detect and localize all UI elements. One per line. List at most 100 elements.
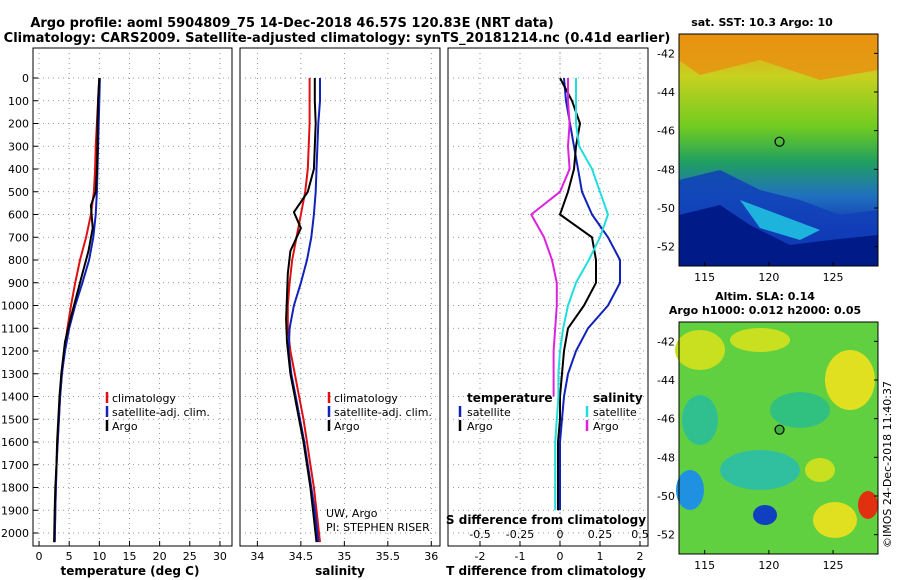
y-tick-label: 800	[8, 254, 29, 267]
difference-panel: -2 -1 0 1 2 -0.5 -0.25 0 0.25 0.5 T difference f…	[446, 47, 649, 578]
legend-label-satellite-adj: satellite-adj. clim.	[334, 406, 432, 419]
series-line-argo	[53, 77, 101, 543]
salinity-panel: 34 34.5 35 35.5 36 salinity climatology sate…	[239, 47, 441, 578]
x-tick-label: 34	[250, 550, 264, 563]
y-tick-label: 200	[8, 118, 29, 131]
sla-lon-axis: 115 120 125	[694, 550, 844, 572]
y-tick-label: 1900	[1, 504, 29, 517]
legend-label-climatology: climatology	[334, 392, 398, 405]
s-difference-axis-label: S difference from climatology	[446, 513, 646, 527]
salinity-plot-frame	[239, 47, 441, 547]
sla-map-frame	[678, 321, 879, 555]
y-tick-label: 1300	[1, 368, 29, 381]
legend-title-salinity: salinity	[593, 391, 643, 405]
legend-label-sal-argo: Argo	[593, 420, 619, 433]
legend-label-sal-satellite: satellite	[593, 406, 637, 419]
sla-blue-eddy	[753, 505, 777, 525]
sst-lat-axis: -42 -44 -46 -48 -50 -52	[657, 47, 878, 254]
salinity-legend: climatology satellite-adj. clim. Argo	[327, 392, 432, 433]
temperature-panel: 0100200300400500600700800900100011001200…	[1, 47, 233, 578]
x2-tick-label: 0.25	[588, 528, 613, 541]
y-tick-label: 1700	[1, 459, 29, 472]
sla-lat-axis: -42 -44 -46 -48 -50 -52	[657, 335, 878, 542]
legend-label-argo: Argo	[334, 420, 360, 433]
lon-tick-label: 115	[694, 271, 715, 284]
lat-tick-label: -44	[657, 374, 675, 387]
y-tick-label: 1200	[1, 345, 29, 358]
salinity-grid	[240, 48, 440, 546]
credit-line-2: PI: STEPHEN RISER	[326, 521, 430, 534]
y-tick-label: 1400	[1, 391, 29, 404]
x-tick-label: -2	[475, 550, 486, 563]
x-tick-label: 0	[557, 550, 564, 563]
difference-legend: temperature satellite Argo salinity sate…	[458, 391, 643, 433]
sla-teal-eddy	[770, 392, 830, 428]
x-tick-label: 5	[66, 550, 73, 563]
x-tick-label: 30	[213, 550, 227, 563]
depth-axis: 0 100 200 300 400 500 600 700 800 900 1000 1100 1200…	[1, 72, 38, 540]
x-tick-label: 0	[36, 550, 43, 563]
temperature-series	[53, 77, 101, 543]
y-tick-label: 500	[8, 186, 29, 199]
t-difference-axis-label: T difference from climatology	[446, 564, 646, 578]
difference-series	[530, 77, 621, 511]
sst-map-panel: sat. SST: 10.3 Argo: 10 -42-44-46-48-50-…	[657, 16, 879, 284]
y-tick-label: 100	[8, 95, 29, 108]
y-tick-label: 900	[8, 277, 29, 290]
lat-tick-label: -42	[657, 335, 675, 348]
x-tick-label: 10	[92, 550, 106, 563]
x-tick-label: 20	[153, 550, 167, 563]
y-tick-label: 1500	[1, 413, 29, 426]
lat-tick-label: -50	[657, 490, 675, 503]
x2-tick-label: 0.5	[631, 528, 649, 541]
legend-label-climatology: climatology	[112, 392, 176, 405]
difference-plot-frame	[447, 47, 649, 547]
legend-label-argo: Argo	[112, 420, 138, 433]
sla-yellow-eddy	[730, 328, 790, 352]
y-tick-label: 1600	[1, 436, 29, 449]
x-tick-label: 36	[424, 550, 438, 563]
sla-yellow-eddy	[825, 350, 875, 410]
sst-map-features	[679, 34, 878, 266]
temperature-grid	[33, 48, 232, 546]
y-tick-label: 1100	[1, 322, 29, 335]
series-line-argo	[285, 78, 318, 543]
legend-title-temperature: temperature	[467, 391, 552, 405]
x2-tick-label: -0.25	[506, 528, 534, 541]
x-tick-label: 1	[597, 550, 604, 563]
sla-blue-eddy	[676, 470, 704, 510]
sst-map-title: sat. SST: 10.3 Argo: 10	[691, 16, 833, 29]
sla-teal-eddy	[682, 395, 718, 445]
sst-map-frame	[678, 33, 879, 267]
sla-map-subtitle: Argo h1000: 0.012 h2000: 0.05	[669, 304, 861, 317]
series-line-temperature-argo	[557, 77, 597, 511]
x-tick-label: 35	[337, 550, 351, 563]
y-tick-label: 0	[22, 72, 29, 85]
x-tick-label: 25	[183, 550, 197, 563]
salinity-axis-label: salinity	[315, 564, 365, 578]
y-tick-label: 1000	[1, 300, 29, 313]
temperature-x-axis: 0 5 10 15 20 25 30	[36, 541, 227, 563]
figure-title-line2: Climatology: CARS2009. Satellite-adjuste…	[4, 31, 671, 46]
salinity-x-axis: 34 34.5 35 35.5 36	[250, 541, 438, 563]
y-tick-label: 2000	[1, 527, 29, 540]
s-difference-x-axis: -0.5 -0.25 0 0.25 0.5	[469, 528, 648, 541]
lat-tick-label: -48	[657, 451, 675, 464]
y-tick-label: 400	[8, 163, 29, 176]
lat-tick-label: -42	[657, 47, 675, 60]
y-tick-label: 600	[8, 209, 29, 222]
sst-warm-region	[679, 34, 878, 80]
lon-tick-label: 115	[694, 559, 715, 572]
series-line-salinity-argo	[530, 78, 571, 397]
sst-lon-axis: 115 120 125	[694, 262, 844, 284]
imos-watermark: ©IMOS 24-Dec-2018 11:40:37	[881, 381, 894, 548]
sla-yellow-eddy	[675, 330, 725, 370]
series-line-climatology	[286, 78, 321, 543]
lat-tick-label: -44	[657, 86, 675, 99]
temperature-legend: climatology satellite-adj. clim. Argo	[105, 392, 210, 433]
x2-tick-label: -0.5	[469, 528, 490, 541]
sla-yellow-eddy	[805, 458, 835, 482]
figure-title-line1: Argo profile: aoml 5904809_75 14-Dec-201…	[30, 16, 553, 31]
temperature-plot-frame	[32, 47, 233, 547]
